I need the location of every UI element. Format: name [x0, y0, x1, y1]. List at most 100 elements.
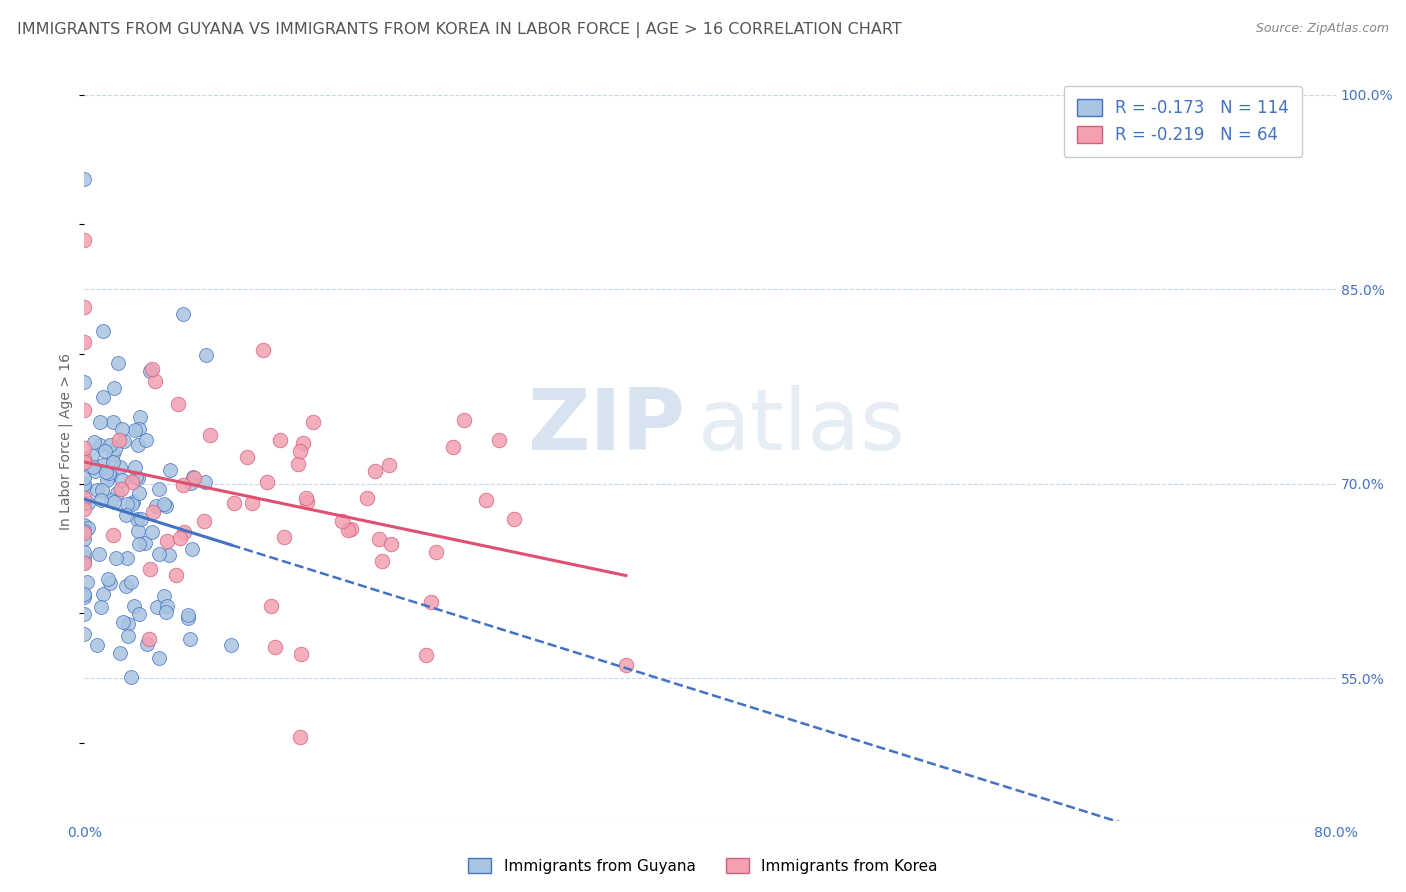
Point: [73, 588, 96, 602]
Point: [73, 519, 96, 533]
Point: [236, 450, 259, 464]
Point: [142, 505, 165, 519]
Point: [172, 478, 194, 492]
Point: [167, 397, 190, 411]
Point: [73, 172, 96, 186]
Point: [356, 491, 378, 506]
Point: [117, 496, 139, 510]
Point: [103, 495, 125, 509]
Point: [122, 599, 145, 613]
Point: [145, 500, 167, 514]
Point: [112, 434, 135, 448]
Point: [269, 434, 291, 448]
Point: [180, 476, 202, 491]
Point: [169, 531, 191, 545]
Point: [124, 423, 146, 437]
Point: [89, 416, 111, 430]
Point: [86, 638, 108, 652]
Point: [98, 576, 121, 591]
Point: [138, 632, 160, 646]
Point: [120, 670, 142, 684]
Point: [73, 451, 96, 466]
Point: [290, 444, 312, 458]
Point: [117, 629, 139, 643]
Point: [115, 579, 138, 593]
Point: [91, 587, 114, 601]
Point: [73, 455, 96, 469]
Point: [73, 491, 96, 505]
Point: [117, 616, 139, 631]
Point: [91, 483, 114, 497]
Point: [371, 554, 394, 568]
Point: [73, 479, 96, 493]
Point: [87, 547, 110, 561]
Point: [134, 536, 156, 550]
Point: [221, 638, 243, 652]
Point: [290, 647, 312, 661]
Point: [110, 460, 132, 475]
Point: [125, 470, 148, 484]
Point: [441, 440, 464, 454]
Point: [100, 493, 122, 508]
Point: [94, 443, 117, 458]
Point: [98, 437, 121, 451]
Point: [128, 486, 150, 500]
Point: [80, 448, 103, 462]
Point: [256, 475, 278, 489]
Point: [156, 533, 179, 548]
Point: [152, 497, 174, 511]
Point: [73, 335, 96, 350]
Point: [129, 409, 152, 424]
Point: [105, 550, 128, 565]
Point: [111, 615, 134, 630]
Point: [155, 499, 177, 513]
Point: [273, 530, 295, 544]
Point: [302, 415, 325, 429]
Point: [194, 475, 217, 489]
Point: [121, 497, 143, 511]
Point: [103, 447, 125, 461]
Point: [73, 470, 96, 484]
Point: [425, 545, 447, 559]
Point: [127, 512, 149, 526]
Point: [73, 453, 96, 467]
Point: [453, 413, 475, 427]
Point: [127, 471, 149, 485]
Point: [287, 457, 309, 471]
Point: [108, 646, 131, 660]
Point: [103, 527, 125, 541]
Point: [148, 482, 170, 496]
Point: [260, 599, 283, 613]
Point: [73, 300, 96, 314]
Point: [336, 523, 359, 537]
Point: [91, 390, 114, 404]
Point: [77, 496, 100, 510]
Point: [73, 233, 96, 247]
Point: [294, 491, 316, 505]
Point: [96, 473, 118, 487]
Point: [172, 307, 194, 321]
Point: [86, 483, 108, 497]
Legend: R = -0.173   N = 114, R = -0.219   N = 64: R = -0.173 N = 114, R = -0.219 N = 64: [1063, 86, 1302, 157]
Point: [103, 415, 125, 429]
Point: [117, 551, 139, 566]
Point: [82, 460, 104, 475]
Point: [73, 456, 96, 470]
Point: [111, 473, 134, 487]
Point: [121, 475, 143, 489]
Point: [73, 549, 96, 564]
Point: [98, 466, 121, 480]
Point: [73, 591, 96, 605]
Point: [330, 514, 353, 528]
Point: [295, 495, 318, 509]
Point: [73, 496, 96, 510]
Point: [156, 599, 179, 613]
Point: [111, 422, 134, 436]
Point: [138, 562, 160, 576]
Point: [121, 495, 143, 509]
Point: [380, 537, 402, 551]
Point: [77, 521, 100, 535]
Point: [475, 492, 498, 507]
Point: [73, 545, 96, 559]
Point: [103, 455, 125, 469]
